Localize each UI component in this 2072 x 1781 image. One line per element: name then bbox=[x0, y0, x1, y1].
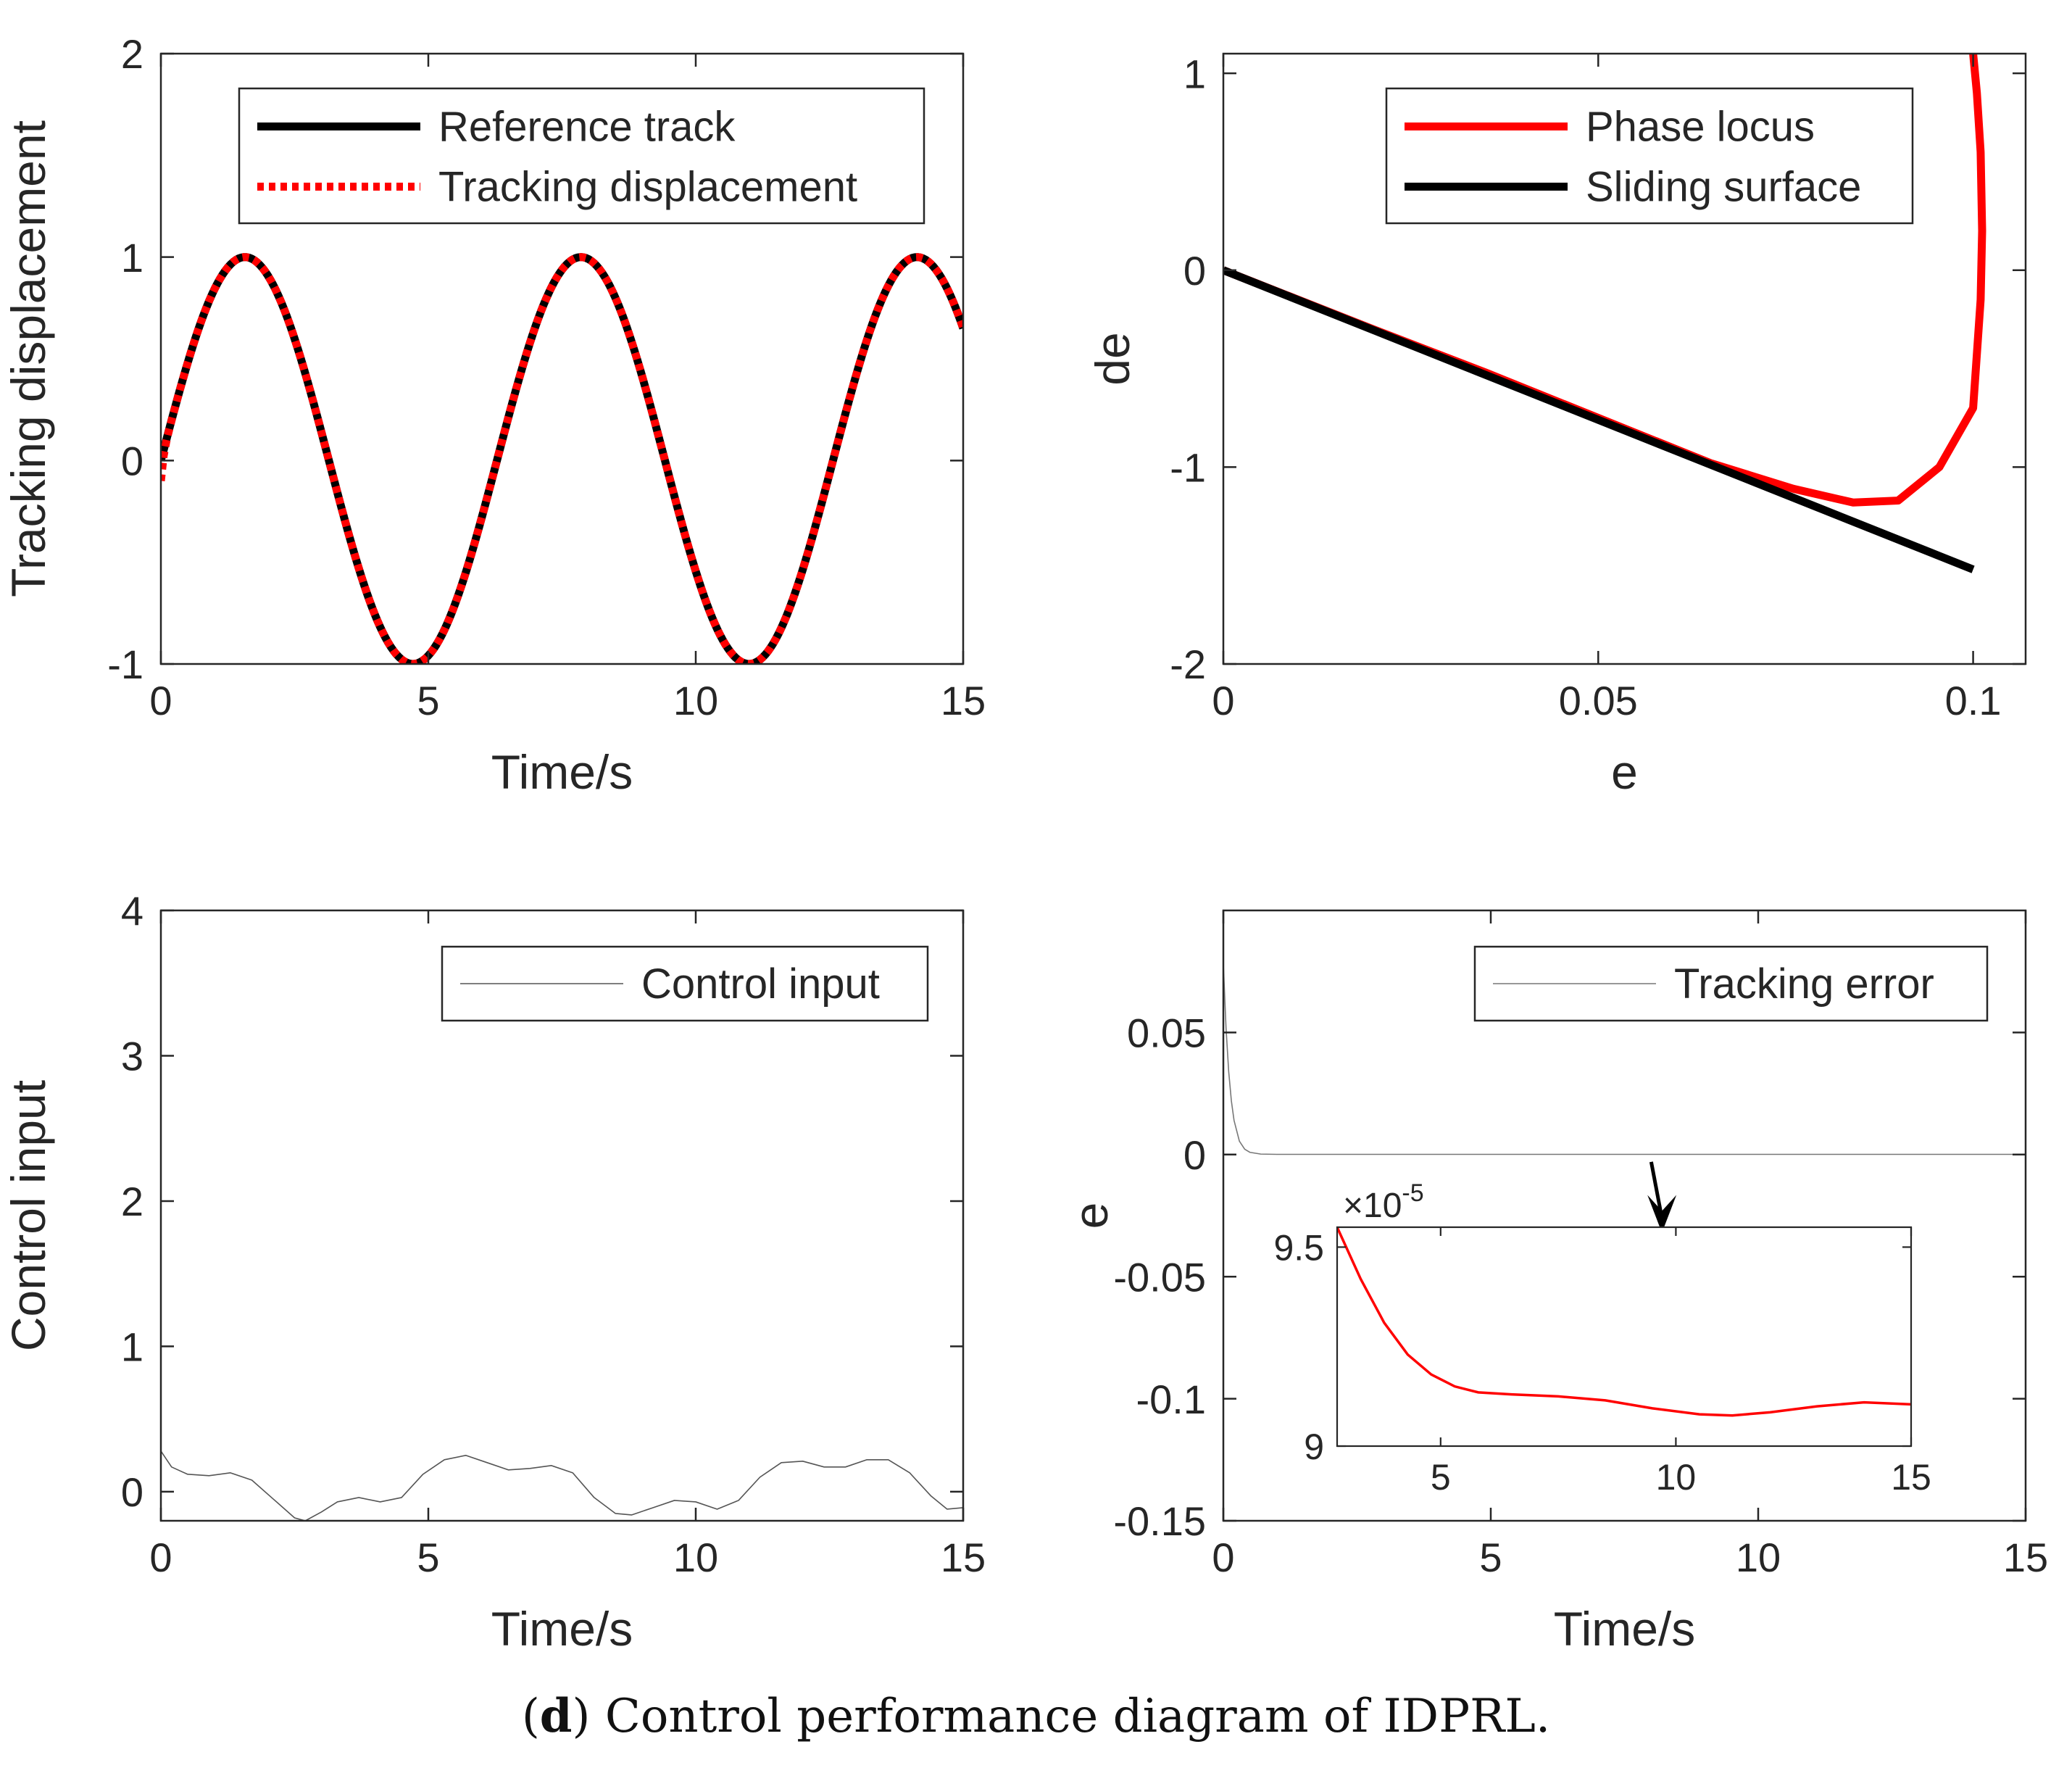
legend-box bbox=[238, 87, 925, 225]
y-tick-label: 2 bbox=[121, 31, 143, 77]
y-tick-label: 0 bbox=[121, 1469, 143, 1515]
legend: Reference track Tracking displacement bbox=[238, 87, 925, 225]
x-tick-label: 15 bbox=[2003, 1535, 2048, 1580]
y-axis-label: Control input bbox=[1, 1080, 55, 1351]
y-tick-label: 0 bbox=[1183, 1132, 1206, 1178]
inset-series-group bbox=[1337, 1227, 1911, 1417]
y-tick-label: -1 bbox=[1170, 445, 1206, 491]
x-axis-label: e bbox=[1611, 745, 1638, 799]
annotation-arrow-head bbox=[1647, 1195, 1677, 1233]
series-line-control-input bbox=[161, 1450, 963, 1521]
y-tick-label: 1 bbox=[1183, 51, 1206, 96]
x-tick-label: 15 bbox=[941, 1535, 986, 1580]
y-tick-label: -0.15 bbox=[1113, 1498, 1206, 1544]
x-axis-label: Time/s bbox=[491, 745, 633, 799]
inset-exponent-power: -5 bbox=[1402, 1179, 1423, 1207]
y-tick-label: 9 bbox=[1304, 1427, 1324, 1467]
annotation-arrow-shaft bbox=[1649, 1161, 1664, 1219]
x-tick-label: 0 bbox=[1212, 678, 1234, 723]
y-axis-label: e bbox=[1064, 1203, 1118, 1229]
axes-error: 0 5 10 15 -0.15 -0.1 -0.05 0 0.05 Time/s e 5 10 15 9 9.… bbox=[1064, 909, 2048, 1656]
x-tick-label: 5 bbox=[1431, 1457, 1451, 1498]
x-tick-label: 10 bbox=[673, 1535, 718, 1580]
y-tick-label: 4 bbox=[121, 888, 143, 934]
series-line-sliding-surface bbox=[1223, 266, 1975, 573]
legend-box bbox=[1385, 87, 1914, 225]
legend-entry: Phase locus bbox=[1586, 104, 1815, 151]
x-tick-label: 10 bbox=[1656, 1457, 1697, 1498]
legend: Phase locus Sliding surface bbox=[1385, 87, 1914, 225]
legend-entry: Tracking displacement bbox=[438, 164, 857, 211]
x-tick-label: 10 bbox=[1736, 1535, 1781, 1580]
legend-entry: Tracking error bbox=[1674, 960, 1934, 1008]
x-tick-label: 15 bbox=[1891, 1457, 1931, 1498]
y-tick-label: -1 bbox=[107, 642, 143, 687]
y-axis-label: de bbox=[1086, 332, 1139, 385]
legend-entry: Sliding surface bbox=[1586, 164, 1861, 211]
x-tick-label: 0 bbox=[149, 1535, 172, 1580]
caption-text: Control performance diagram of IDPRL. bbox=[590, 1690, 1551, 1743]
legend-entry: Control input bbox=[641, 960, 880, 1008]
axes-control: 0 5 10 15 0 1 2 3 4 Time/s Control input Control in… bbox=[1, 888, 986, 1656]
y-tick-label: 0.05 bbox=[1127, 1010, 1206, 1056]
x-tick-label: 0 bbox=[1212, 1535, 1234, 1580]
x-tick-label: 0.05 bbox=[1559, 678, 1638, 723]
x-tick-label: 10 bbox=[673, 678, 718, 723]
axes-frame bbox=[159, 909, 965, 1522]
axes-frame bbox=[1222, 52, 2027, 665]
series-group bbox=[1223, 964, 2026, 1155]
y-axis-label: Tracking displacement bbox=[1, 120, 55, 597]
axes-frame bbox=[159, 52, 965, 665]
series-line-tracking-displacement bbox=[161, 253, 963, 664]
y-tick-label: 0 bbox=[1183, 248, 1206, 294]
inset-series-line bbox=[1337, 1227, 1911, 1417]
x-axis-label: Time/s bbox=[1554, 1602, 1696, 1656]
y-tick-label: 2 bbox=[121, 1179, 143, 1224]
legend: Tracking error bbox=[1473, 945, 1989, 1022]
legend: Control input bbox=[441, 945, 929, 1022]
y-tick-label: 3 bbox=[121, 1034, 143, 1079]
plot-area bbox=[1337, 1227, 1911, 1446]
x-tick-label: 0.1 bbox=[1945, 678, 2002, 723]
y-tick-label: -2 bbox=[1170, 642, 1206, 687]
y-tick-label: 1 bbox=[121, 235, 143, 281]
series-line-tracking-error bbox=[1223, 964, 2026, 1155]
y-tick-label: 1 bbox=[121, 1324, 143, 1370]
y-tick-label: -0.1 bbox=[1136, 1377, 1207, 1422]
x-tick-label: 5 bbox=[417, 1535, 439, 1580]
legend-entry: Reference track bbox=[438, 104, 736, 151]
axes-frame bbox=[1336, 1226, 1913, 1448]
y-tick-label: -0.05 bbox=[1113, 1254, 1206, 1300]
x-tick-label: 5 bbox=[417, 678, 439, 723]
axes-frame bbox=[1222, 909, 2027, 1522]
axes-phase: 0 0.05 0.1 -2 -1 0 1 e de Phase locus Sliding surf… bbox=[1086, 51, 2027, 799]
x-tick-label: 15 bbox=[941, 678, 986, 723]
series-group bbox=[1223, 54, 1986, 573]
series-group bbox=[161, 253, 963, 664]
figure-caption: (d) Control performance diagram of IDPRL… bbox=[521, 1689, 1551, 1743]
x-tick-label: 0 bbox=[149, 678, 172, 723]
y-tick-label: 0 bbox=[121, 438, 143, 483]
series-group bbox=[161, 1450, 963, 1521]
x-axis-label: Time/s bbox=[491, 1602, 633, 1656]
caption-letter: d bbox=[539, 1689, 573, 1743]
y-tick-label: 9.5 bbox=[1273, 1227, 1324, 1268]
x-tick-label: 5 bbox=[1479, 1535, 1502, 1580]
